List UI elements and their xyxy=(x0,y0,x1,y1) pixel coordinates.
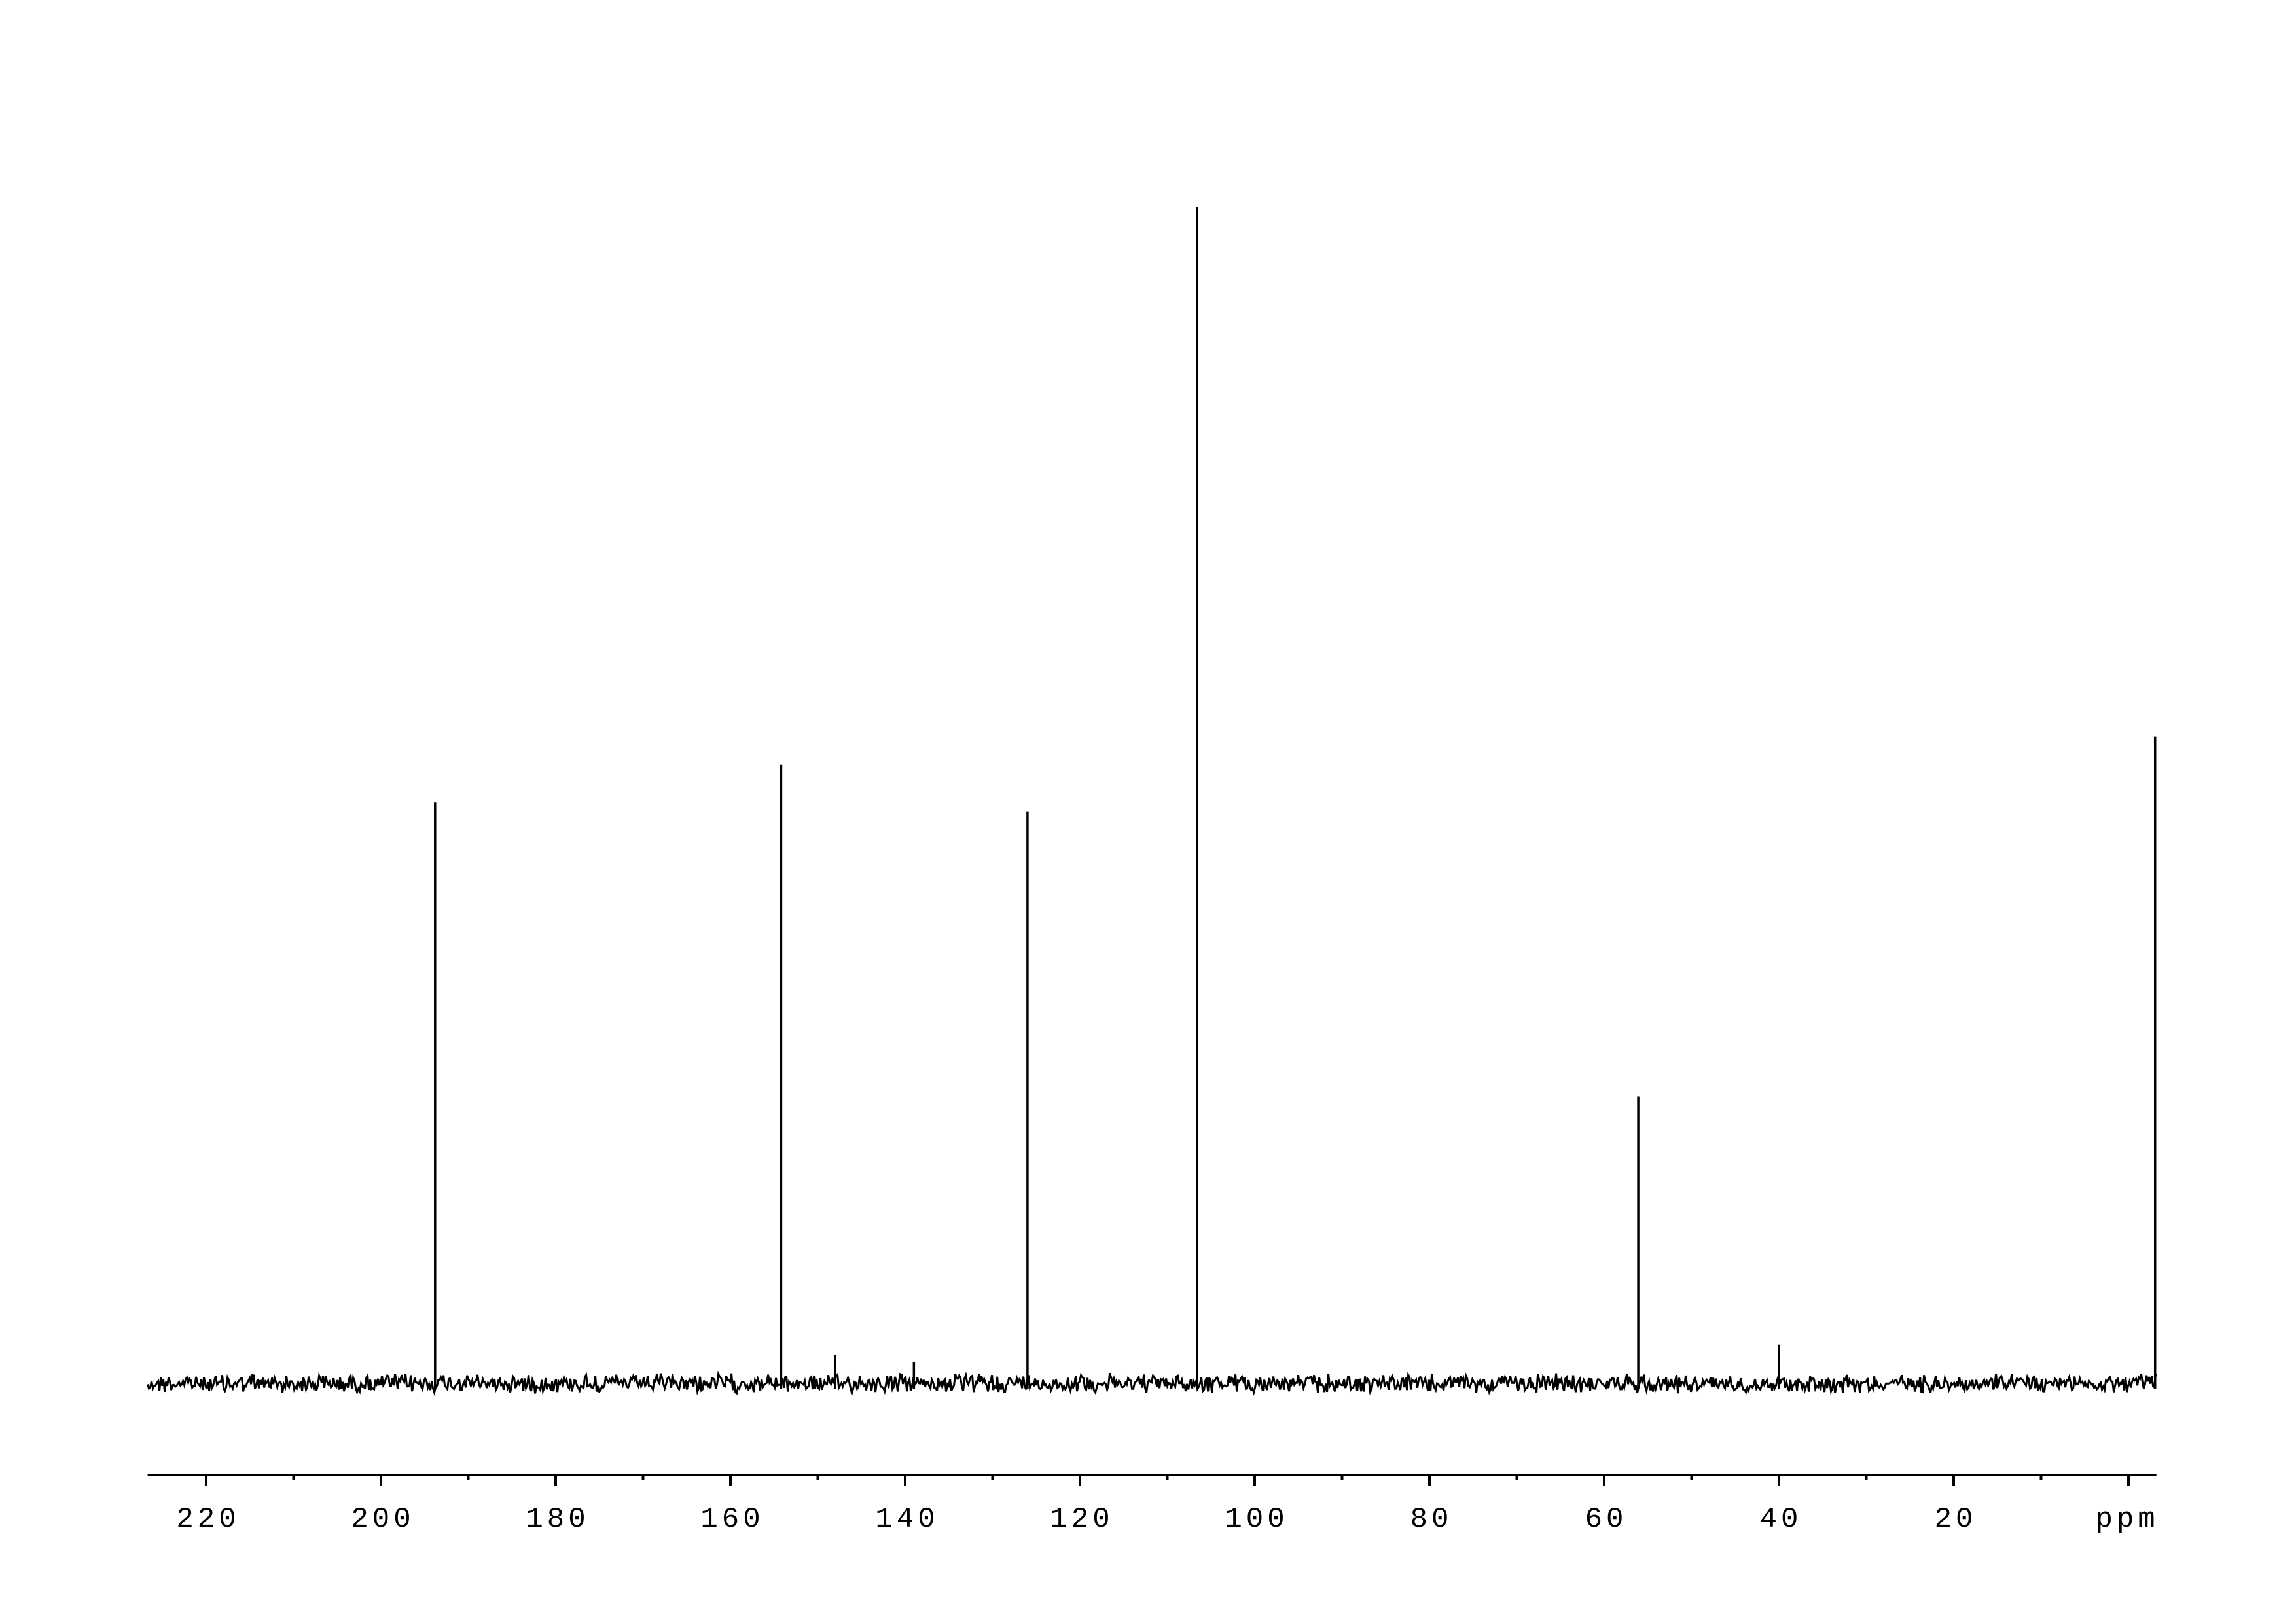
x-tick-label: 80 xyxy=(1410,1503,1453,1536)
x-tick-label: 40 xyxy=(1760,1503,1803,1536)
x-tick-label: 160 xyxy=(700,1503,764,1536)
x-axis: 220 200 180 160 140 120 100 80 60 40 20 xyxy=(147,1474,2157,1536)
baseline-noise xyxy=(147,1370,2157,1397)
x-tick-label: 200 xyxy=(351,1503,414,1536)
x-tick-label: 100 xyxy=(1225,1503,1288,1536)
x-tick-label: 180 xyxy=(526,1503,589,1536)
x-axis-unit-label: ppm xyxy=(2096,1503,2159,1536)
spectrum-trace-group xyxy=(147,207,2157,1397)
x-tick-label: 20 xyxy=(1935,1503,1977,1536)
x-tick-label: 220 xyxy=(176,1503,240,1536)
x-tick-label: 140 xyxy=(875,1503,939,1536)
x-tick-label: 120 xyxy=(1050,1503,1113,1536)
x-tick-label: 60 xyxy=(1585,1503,1628,1536)
